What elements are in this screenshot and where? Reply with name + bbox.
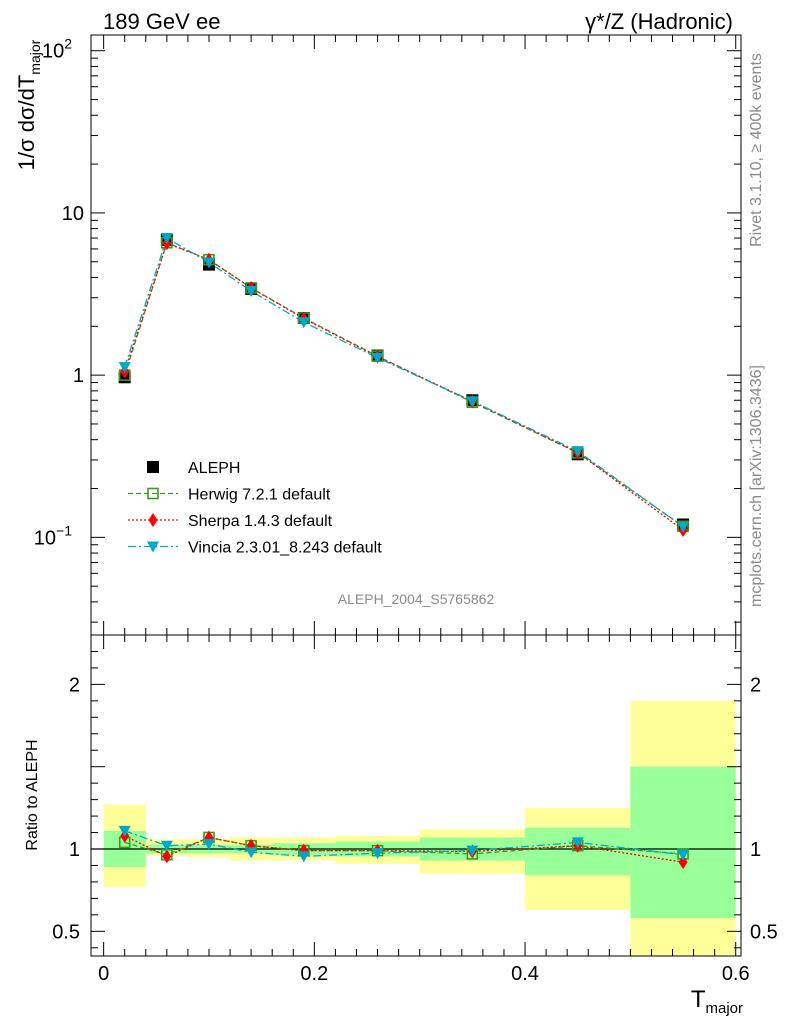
main-y-tick-label: 102: [42, 36, 72, 63]
main-y-tick-label: 1: [73, 365, 84, 387]
ratio-point: [297, 851, 310, 863]
ratio-point: [678, 855, 688, 870]
main-y-tick-exp: 2: [64, 36, 72, 52]
ratio-point: [466, 845, 479, 857]
main-y-label: 1/σ dσ/dTmajor: [14, 39, 43, 170]
ratio-point: [245, 847, 258, 859]
series-markers-vincia: [118, 233, 690, 533]
legend-marker: [147, 541, 159, 553]
mc-point: [297, 317, 310, 329]
ratio-markers-vincia: [118, 825, 690, 863]
analysis-watermark: ALEPH_2004_S5765862: [338, 591, 495, 607]
ratio-y-axis: 2 2 1 1 0.5 0.5: [52, 634, 778, 949]
legend-label: Herwig 7.2.1 default: [188, 487, 331, 504]
ratio-point: [202, 839, 215, 851]
svg-text:1/σ dσ/dTmajor: 1/σ dσ/dTmajor: [14, 39, 43, 170]
x-axis-label-sub: major: [705, 1000, 743, 1017]
legend-item: Vincia 2.3.01_8.243 default: [128, 540, 382, 557]
legend: ALEPH Herwig 7.2.1 default Sherpa 1.4.3 de…: [128, 460, 382, 557]
uncertainty-band-inner: [630, 766, 736, 919]
main-x-axis: [103, 35, 737, 635]
ratio-point: [118, 825, 131, 837]
mc-point: [202, 257, 215, 269]
legend-marker: [147, 487, 159, 500]
series-herwig: [124, 241, 684, 527]
ratio-y-tick-label-left: 1: [69, 839, 80, 861]
ratio-point: [162, 849, 172, 864]
ratio-y-tick-label-left: 2: [69, 674, 80, 696]
ratio-y-tick-label-right: 0.5: [750, 921, 778, 943]
ratio-point: [571, 837, 584, 849]
legend-item: Sherpa 1.4.3 default: [128, 513, 333, 530]
ratio-bands: [103, 700, 736, 956]
main-y-tick-base: 10: [62, 203, 84, 225]
mc-point: [118, 362, 131, 374]
legend-item: ALEPH: [147, 460, 240, 477]
main-y-tick-base: 10: [42, 41, 64, 63]
ratio-point: [677, 849, 690, 861]
x-tick-label: 0: [98, 963, 109, 985]
legend-marker: [147, 461, 159, 473]
x-tick-label: 0.6: [722, 963, 750, 985]
legend-item: Herwig 7.2.1 default: [128, 487, 331, 504]
legend-marker: [148, 513, 158, 527]
ratio-x-axis: 0 0.2 0.4 0.6: [98, 635, 750, 985]
main-y-tick-base: 1: [73, 365, 84, 387]
header-right: γ*/Z (Hadronic): [585, 9, 733, 34]
main-y-label-sub: major: [27, 39, 43, 74]
ratio-point: [160, 840, 173, 852]
mcplots-info: mcplots.cern.ch [arXiv:1306.3436]: [748, 365, 765, 607]
x-axis-label-text: T: [691, 986, 706, 1013]
mc-point: [677, 521, 690, 533]
legend-label: Vincia 2.3.01_8.243 default: [188, 540, 382, 557]
legend-label: Sherpa 1.4.3 default: [188, 513, 333, 530]
mc-point: [466, 396, 479, 408]
header-left: 189 GeV ee: [103, 9, 220, 34]
rivet-info: Rivet 3.1.10, ≥ 400k events: [748, 53, 765, 247]
legend-label: ALEPH: [188, 460, 240, 477]
ratio-point: [371, 848, 384, 860]
main-y-label-text: 1/σ dσ/dT: [14, 75, 39, 171]
ratio-y-label: Ratio to ALEPH: [24, 739, 41, 850]
main-y-tick-base: 10: [34, 527, 56, 549]
ratio-y-tick-label-right: 2: [750, 674, 761, 696]
main-y-tick-exp: −1: [56, 522, 72, 538]
main-y-tick-label: 10: [62, 203, 84, 225]
series-vincia: [124, 237, 684, 528]
mc-point: [245, 286, 258, 298]
series-line: [124, 241, 684, 527]
ratio-plot: 2 2 1 1 0.5 0.5 0 0.2 0.4 0.6: [52, 634, 778, 985]
mc-point: [160, 233, 173, 245]
mc-point: [371, 352, 384, 364]
ratio-frame: [90, 634, 742, 957]
series-line: [124, 237, 684, 528]
ratio-y-tick-label-right: 1: [750, 839, 761, 861]
mc-point: [571, 446, 584, 458]
ratio-y-tick-label-left: 0.5: [52, 921, 80, 943]
main-y-tick-label: 10−1: [34, 522, 72, 549]
x-axis-label: Tmajor: [691, 986, 743, 1017]
x-tick-label: 0.4: [511, 963, 539, 985]
x-tick-label: 0.2: [300, 963, 328, 985]
